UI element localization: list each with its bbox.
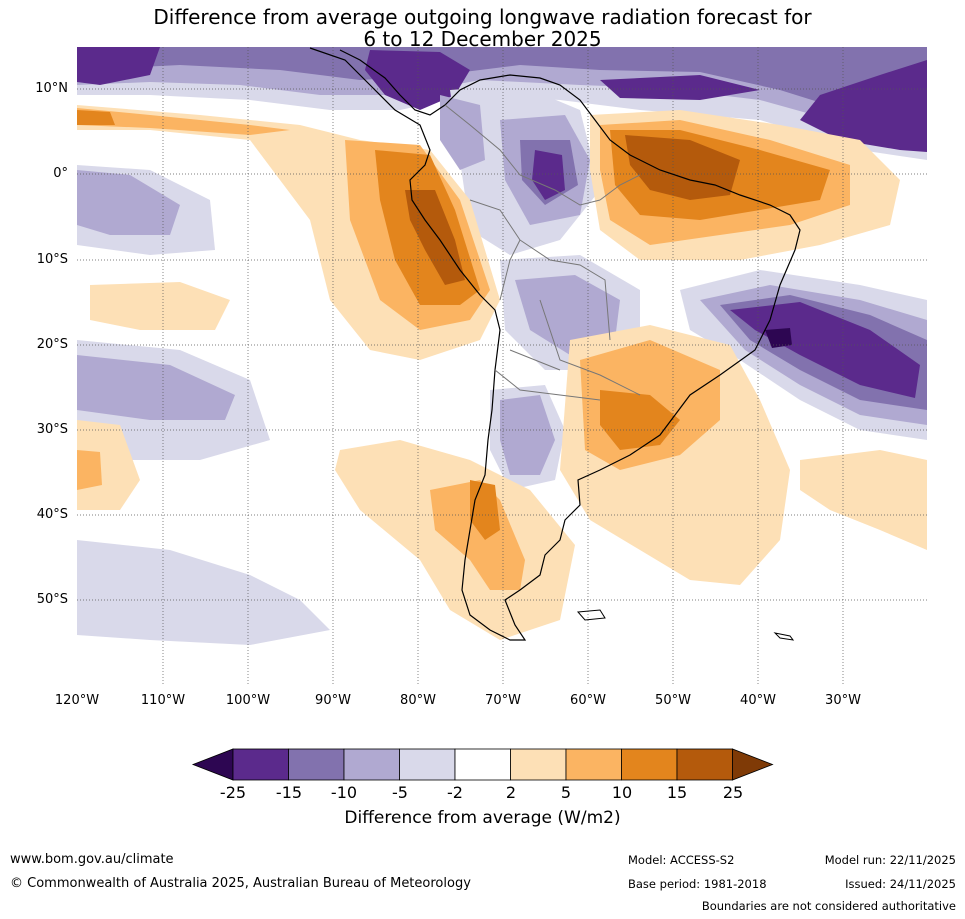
lon-label-50w: 50°W <box>655 693 691 708</box>
colorbar-swatch <box>621 748 678 781</box>
colorbar-swatch <box>232 748 289 781</box>
lon-label-90w: 90°W <box>315 693 351 708</box>
colorbar-tick: -15 <box>275 783 303 802</box>
colorbar-over-arrow <box>732 748 774 781</box>
lon-label-80w: 80°W <box>400 693 436 708</box>
issued-date: Issued: 24/11/2025 <box>845 877 956 891</box>
lon-label-110w: 110°W <box>140 693 186 708</box>
map-title-line2: 6 to 12 December 2025 <box>363 27 602 51</box>
colorbar-label: Difference from average (W/m2) <box>344 808 621 828</box>
lat-label-10s: 10°S <box>36 252 68 267</box>
colorbar <box>191 748 774 781</box>
colorbar-tick: 5 <box>560 783 572 802</box>
lat-label-40s: 40°S <box>36 507 68 522</box>
lon-label-100w: 100°W <box>225 693 271 708</box>
lon-label-60w: 60°W <box>570 693 606 708</box>
lon-label-120w: 120°W <box>54 693 100 708</box>
colorbar-swatch <box>454 748 511 781</box>
lat-label-50s: 50°S <box>36 592 68 607</box>
model-run-date: Model run: 22/11/2025 <box>824 853 956 867</box>
south-america-coastline <box>309 47 801 641</box>
colorbar-tick: -25 <box>219 783 247 802</box>
colorbar-swatch <box>676 748 733 781</box>
falkland-islands <box>576 609 606 621</box>
colorbar-under-arrow <box>191 748 234 781</box>
model-name: Model: ACCESS-S2 <box>628 853 735 867</box>
lat-label-20s: 20°S <box>36 337 68 352</box>
lon-label-70w: 70°W <box>485 693 521 708</box>
lat-label-10n: 10°N <box>35 81 68 96</box>
colorbar-swatch <box>399 748 456 781</box>
colorbar-swatch <box>288 748 345 781</box>
base-period: Base period: 1981-2018 <box>628 877 767 891</box>
colorbar-swatch <box>565 748 622 781</box>
colorbar-tick: 15 <box>666 783 688 802</box>
colorbar-swatch <box>343 748 400 781</box>
colorbar-tick: 10 <box>611 783 633 802</box>
lat-label-30s: 30°S <box>36 422 68 437</box>
lon-label-40w: 40°W <box>740 693 776 708</box>
colorbar-tick: -2 <box>447 783 463 802</box>
colorbar-tick: -5 <box>392 783 408 802</box>
colorbar-tick: 25 <box>722 783 744 802</box>
copyright-text: © Commonwealth of Australia 2025, Austra… <box>10 876 471 891</box>
colorbar-tick: 2 <box>505 783 517 802</box>
website-link[interactable]: www.bom.gov.au/climate <box>10 852 174 867</box>
boundaries-disclaimer: Boundaries are not considered authoritat… <box>701 899 956 913</box>
map-title-line1: Difference from average outgoing longwav… <box>153 5 812 29</box>
colorbar-tick: -10 <box>330 783 358 802</box>
lat-label-0: 0° <box>53 166 68 181</box>
country-borders <box>444 104 641 401</box>
anomaly-field <box>77 47 927 685</box>
graticule <box>77 47 927 685</box>
colorbar-swatch <box>510 748 567 781</box>
lon-label-30w: 30°W <box>825 693 861 708</box>
south-georgia <box>773 632 795 641</box>
